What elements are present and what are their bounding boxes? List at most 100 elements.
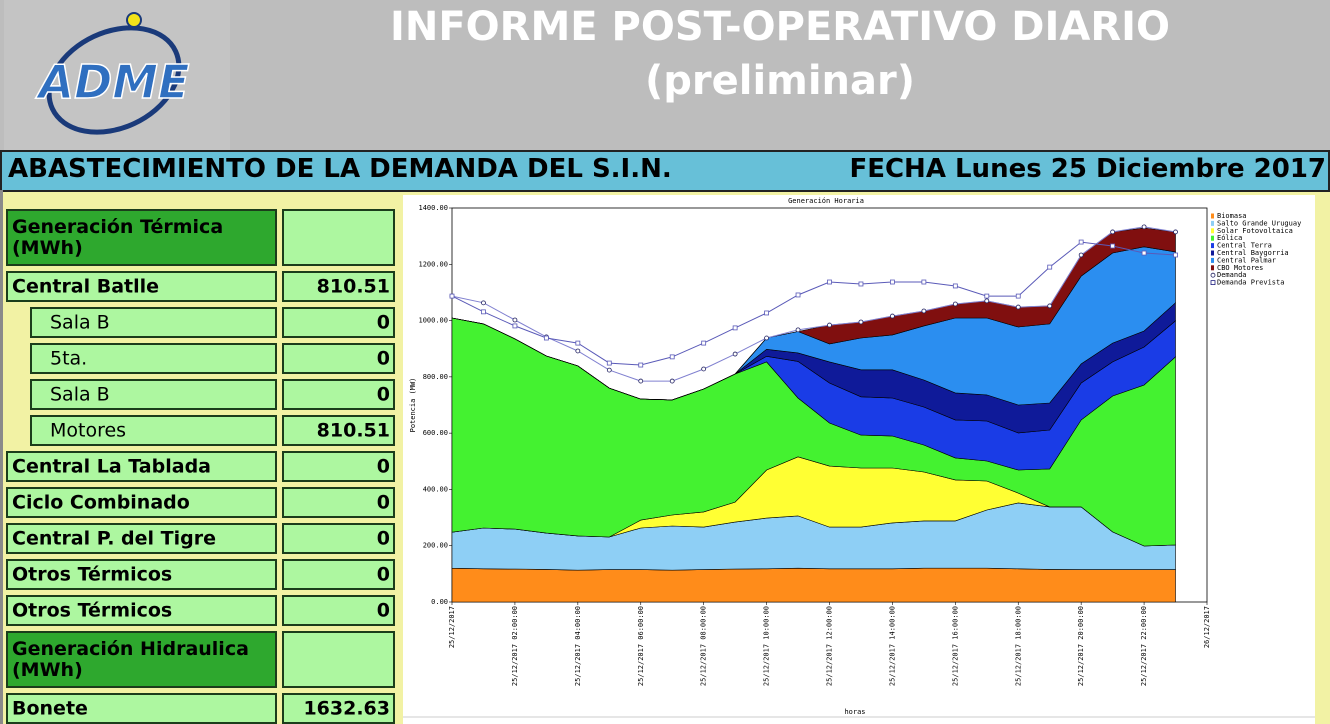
marker — [1141, 250, 1147, 256]
y-tick-label: 400.00 — [423, 485, 448, 493]
marker — [669, 378, 675, 384]
marker — [701, 366, 707, 372]
marker — [764, 310, 769, 316]
marker — [795, 292, 801, 298]
logo: ADME — [4, 0, 230, 150]
row-label-text: Sala B — [50, 311, 110, 333]
left-border — [0, 190, 3, 724]
x-tick-label: 25/12/2017 — [448, 606, 456, 648]
legend-label: Biomasa — [1217, 212, 1247, 220]
row-value-text: 0 — [376, 383, 390, 405]
marker — [921, 279, 927, 285]
row-label: Central Batlle — [6, 271, 277, 302]
row-label: Ciclo Combinado — [6, 487, 277, 518]
row-label-text: Generación Hidraulica (MWh) — [12, 637, 249, 681]
marker — [984, 293, 990, 299]
row-label-text: Bonete — [12, 697, 88, 719]
marker — [481, 300, 486, 306]
marker — [952, 283, 958, 289]
row-value — [282, 209, 395, 266]
row-value-text: 0 — [376, 311, 390, 333]
legend-label: Central Palmar — [1217, 256, 1276, 264]
marker — [858, 319, 864, 325]
legend-swatch — [1211, 220, 1214, 226]
row-label: Central La Tablada — [6, 451, 277, 482]
legend-swatch — [1211, 228, 1214, 234]
row-value-text: 1632.63 — [303, 697, 390, 719]
marker — [1078, 239, 1084, 245]
row-value: 1632.63 — [282, 693, 395, 724]
row-label: Otros Térmicos — [6, 595, 277, 626]
x-tick-label: 25/12/2017 22:00:00 — [1140, 606, 1148, 686]
row-label: Generación Hidraulica (MWh) — [6, 631, 277, 688]
marker — [575, 348, 581, 354]
section-title: ABASTECIMIENTO DE LA DEMANDA DEL S.I.N. — [8, 154, 672, 184]
chart: Generación Horaria Potencia (MW) horas 0… — [403, 197, 1315, 718]
area — [451, 567, 1176, 603]
row-label: Otros Térmicos — [6, 559, 277, 590]
row-value-text: 0 — [376, 491, 390, 513]
legend-label: Demanda Prevista — [1217, 279, 1284, 287]
row-label-text: Otros Térmicos — [12, 563, 173, 585]
marker — [638, 378, 644, 384]
x-tick-label: 25/12/2017 04:00:00 — [574, 606, 582, 686]
row-value: 0 — [282, 595, 395, 626]
marker — [512, 323, 518, 329]
y-tick-label: 1000.00 — [418, 317, 448, 325]
legend-label: Eólica — [1217, 234, 1242, 242]
line — [451, 226, 1176, 382]
row-label-text: Sala B — [50, 383, 110, 405]
subtitle: (preliminar) — [644, 58, 916, 104]
row-value: 0 — [282, 307, 395, 338]
row-label: Motores — [30, 415, 277, 446]
logo-graphic: ADME — [35, 12, 190, 135]
row-value-text: 0 — [376, 347, 390, 369]
y-tick-label: 0.00 — [431, 598, 448, 606]
marker — [1173, 252, 1178, 258]
row-label: Sala B — [30, 307, 277, 338]
marker — [1110, 243, 1116, 249]
row-value: 810.51 — [282, 415, 395, 446]
row-value: 0 — [282, 379, 395, 410]
row-label: Sala B — [30, 379, 277, 410]
marker — [921, 308, 927, 314]
x-axis-label: horas — [844, 708, 865, 716]
marker — [543, 335, 549, 341]
date-label: FECHA Lunes 25 Diciembre 2017 — [849, 154, 1326, 184]
row-label: Bonete — [6, 693, 277, 724]
marker — [1141, 224, 1147, 230]
row-value: 0 — [282, 343, 395, 374]
marker — [606, 360, 612, 366]
row-label-text: Central P. del Tigre — [12, 527, 216, 549]
marker — [1047, 303, 1053, 309]
x-tick-label: 25/12/2017 08:00:00 — [700, 606, 708, 686]
header: ADME INFORME POST-OPERATIVO DIARIO (prel… — [0, 0, 1330, 150]
marker — [890, 279, 895, 285]
legend-label: Salto Grande Uruguay — [1217, 219, 1301, 227]
marker — [701, 340, 707, 346]
x-tick-label: 26/12/2017 — [1203, 606, 1211, 648]
row-value: 0 — [282, 487, 395, 518]
marker — [764, 335, 769, 341]
row-label-text: Generación Térmica (MWh) — [12, 215, 224, 259]
marker — [1047, 264, 1053, 270]
x-tick-label: 25/12/2017 10:00:00 — [763, 606, 771, 686]
marker — [952, 301, 958, 307]
row-label-text: 5ta. — [50, 347, 88, 369]
row-label-text: Central La Tablada — [12, 455, 211, 477]
y-tick-label: 800.00 — [423, 373, 448, 381]
marker — [1110, 229, 1116, 235]
x-tick-label: 25/12/2017 06:00:00 — [637, 606, 645, 686]
legend-label: Demanda — [1217, 271, 1247, 279]
marker — [1078, 252, 1084, 258]
marker — [858, 281, 864, 287]
marker — [669, 354, 675, 360]
line — [451, 241, 1176, 366]
row-value-text: 0 — [376, 527, 390, 549]
logo-swoosh — [46, 25, 182, 135]
marker — [890, 313, 895, 319]
legend-swatch — [1210, 280, 1216, 285]
legend-swatch — [1211, 213, 1214, 219]
legend-swatch — [1211, 235, 1214, 241]
